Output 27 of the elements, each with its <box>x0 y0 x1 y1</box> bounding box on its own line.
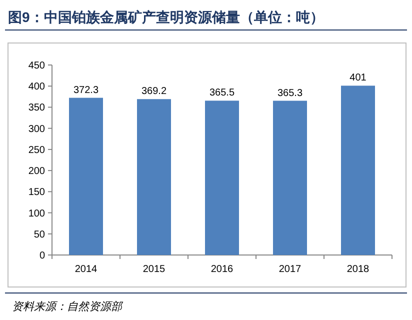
y-tick-label: 150 <box>28 187 46 198</box>
data-label: 365.5 <box>209 88 235 99</box>
data-label: 369.2 <box>141 86 167 98</box>
y-tick-label: 450 <box>28 60 46 72</box>
bar <box>273 100 307 255</box>
y-tick-label: 0 <box>39 250 46 262</box>
bar <box>205 100 239 255</box>
data-label: 365.3 <box>277 88 303 99</box>
y-tick-label: 200 <box>28 166 46 178</box>
y-tick-label: 250 <box>28 144 46 156</box>
data-label: 401 <box>350 72 367 84</box>
y-tick-label: 300 <box>28 124 46 135</box>
data-label: 372.3 <box>73 84 99 96</box>
x-tick-label: 2017 <box>278 264 302 275</box>
chart-title: 图9：中国铂族金属矿产查明资源储量（单位：吨） <box>8 9 324 25</box>
x-tick-label: 2014 <box>74 264 98 275</box>
bar <box>69 98 103 255</box>
y-tick-label: 350 <box>28 102 46 114</box>
x-tick-label: 2018 <box>346 264 370 275</box>
x-tick-label: 2016 <box>210 264 234 275</box>
x-tick-label: 2015 <box>142 264 166 275</box>
bar <box>137 99 171 255</box>
y-tick-label: 50 <box>34 229 46 240</box>
y-tick-label: 100 <box>28 208 46 220</box>
text: 资料来源：自然资源部 <box>12 300 124 313</box>
y-tick-label: 400 <box>28 82 46 93</box>
bar <box>341 86 375 255</box>
